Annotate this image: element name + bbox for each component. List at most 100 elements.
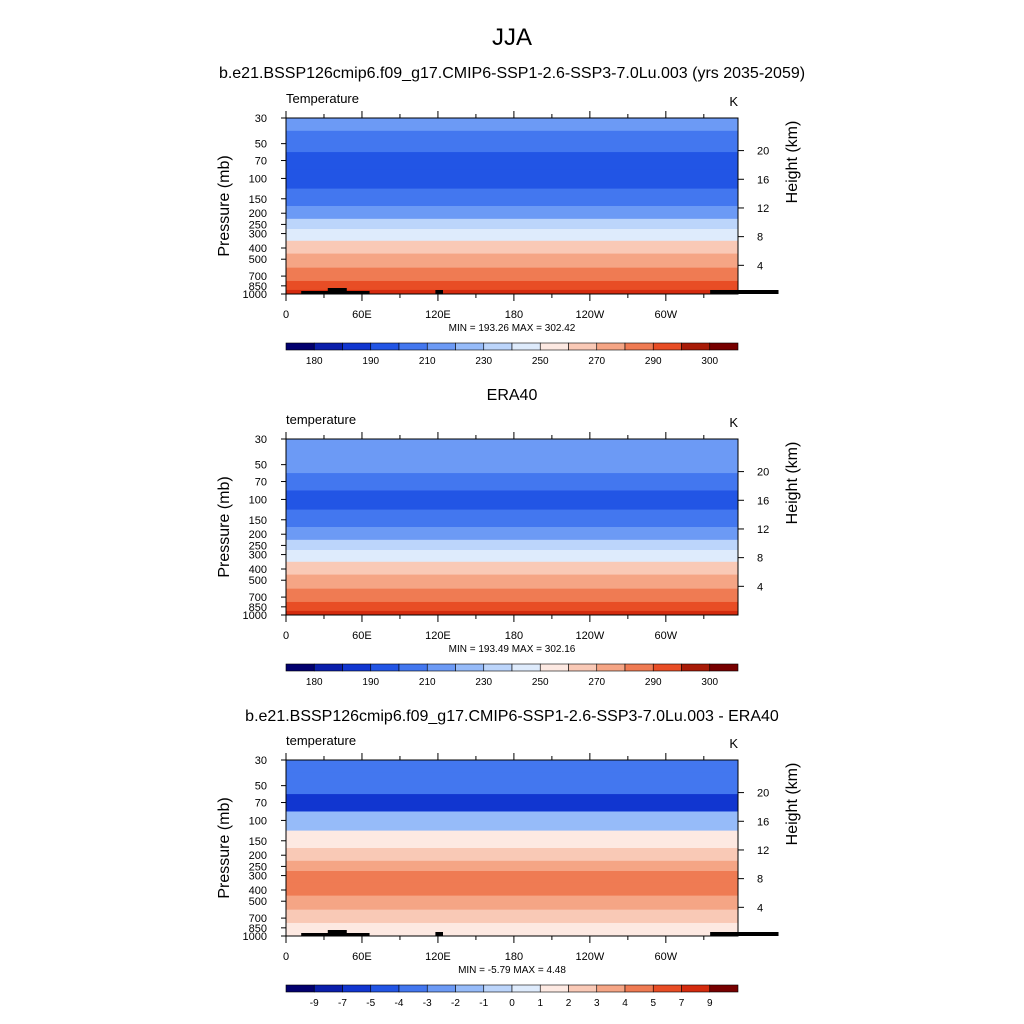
- pressure-tick-label: 30: [255, 434, 267, 446]
- x-tick-label: 120E: [425, 630, 451, 642]
- pressure-tick-label: 400: [249, 243, 267, 255]
- contour-band: [286, 909, 738, 924]
- colorbar-label: 190: [362, 677, 379, 688]
- colorbar-label: 290: [645, 356, 662, 367]
- colorbar-label: 230: [475, 677, 492, 688]
- colorbar-label: -2: [451, 998, 460, 1009]
- pressure-tick-label: 150: [249, 194, 267, 206]
- pressure-tick-label: 100: [249, 173, 267, 185]
- contour-band: [286, 848, 738, 862]
- contour-band: [286, 169, 738, 190]
- colorbar-label: 0: [509, 998, 515, 1009]
- topography-block: [301, 291, 332, 294]
- colorbar-label: 230: [475, 356, 492, 367]
- pressure-tick-label: 50: [255, 460, 267, 472]
- pressure-tick-label: 150: [249, 836, 267, 848]
- pressure-tick-label: 50: [255, 139, 267, 151]
- colorbar-box: [370, 984, 400, 993]
- topography-block: [435, 932, 443, 936]
- x-tick-label: 180: [505, 630, 523, 642]
- colorbar-label: -9: [310, 998, 319, 1009]
- pressure-tick-label: 300: [249, 229, 267, 241]
- contour-band: [286, 574, 738, 590]
- colorbar-label: 300: [701, 677, 718, 688]
- panel-units: K: [729, 736, 738, 751]
- pressure-tick-label: 70: [255, 156, 267, 168]
- panel-title: ERA40: [487, 387, 538, 404]
- colorbar-box: [511, 342, 541, 351]
- contour-band: [286, 760, 738, 774]
- colorbar-box: [624, 663, 654, 672]
- contour-band: [286, 794, 738, 812]
- pressure-tick-label: 30: [255, 113, 267, 125]
- topography-block: [301, 933, 332, 936]
- panel-1: Temperature K3050701001502002503004005007…: [216, 91, 801, 367]
- pressure-tick-label: 50: [255, 781, 267, 793]
- colorbar-box: [681, 984, 711, 993]
- pressure-tick-label: 70: [255, 477, 267, 489]
- x-tick-label: 60W: [655, 951, 678, 963]
- panel-stats: MIN = -5.79 MAX = 4.48: [458, 965, 566, 976]
- colorbar-box: [681, 663, 711, 672]
- contour-band: [286, 895, 738, 911]
- contour-band: [286, 860, 738, 872]
- x-tick-label: 0: [283, 951, 289, 963]
- topography-block: [327, 930, 347, 936]
- pressure-tick-label: 250: [249, 219, 267, 231]
- contour-band: [286, 289, 738, 295]
- topography-block: [435, 290, 443, 294]
- colorbar-box: [313, 984, 343, 993]
- height-tick-label: 20: [757, 467, 769, 479]
- colorbar-box: [370, 663, 400, 672]
- topography-block: [342, 291, 370, 294]
- contour-band: [286, 439, 738, 453]
- topography-block: [342, 933, 370, 936]
- pressure-tick-label: 400: [249, 885, 267, 897]
- colorbar-label: -1: [479, 998, 488, 1009]
- x-tick-label: 120E: [425, 951, 451, 963]
- contour-band: [286, 870, 738, 884]
- topography-block: [710, 290, 779, 294]
- colorbar-label: 5: [650, 998, 656, 1009]
- pressure-tick-label: 100: [249, 815, 267, 827]
- colorbar-box: [568, 663, 598, 672]
- plot-frame: [285, 117, 739, 295]
- y-axis-label-left: Pressure (mb): [216, 476, 233, 577]
- plot-frame: [285, 438, 739, 616]
- colorbar-label: -3: [423, 998, 432, 1009]
- pressure-tick-label: 850: [249, 923, 267, 935]
- pressure-tick-label: 100: [249, 494, 267, 506]
- x-tick-label: 60W: [655, 630, 678, 642]
- contour-band: [286, 882, 738, 897]
- colorbar-box: [596, 342, 626, 351]
- colorbar-box: [342, 342, 372, 351]
- colorbar-box: [652, 663, 682, 672]
- y-axis-label-right: Height (km): [784, 763, 801, 846]
- contour-band: [286, 539, 738, 551]
- x-tick-label: 0: [283, 309, 289, 321]
- colorbar-box: [596, 663, 626, 672]
- height-tick-label: 20: [757, 788, 769, 800]
- colorbar-label: 180: [306, 677, 323, 688]
- contour-band: [286, 280, 738, 291]
- contour-band: [286, 561, 738, 576]
- colorbar-label: 4: [622, 998, 628, 1009]
- panel-units: K: [729, 94, 738, 109]
- height-tick-label: 12: [757, 524, 769, 536]
- colorbar-box: [426, 984, 456, 993]
- colorbar: 180 190 210 230 250 270 290 300: [285, 663, 739, 688]
- panel-title: b.e21.BSSP126cmip6.f09_g17.CMIP6-SSP1-2.…: [245, 708, 779, 725]
- contour-band: [286, 527, 738, 541]
- plot-frame: [285, 759, 739, 937]
- colorbar-box: [426, 342, 456, 351]
- contour-band: [286, 228, 738, 242]
- colorbar-box: [370, 342, 400, 351]
- x-tick-label: 120W: [575, 630, 604, 642]
- pressure-tick-label: 400: [249, 564, 267, 576]
- panel-3: b.e21.BSSP126cmip6.f09_g17.CMIP6-SSP1-2.…: [216, 708, 801, 1009]
- height-tick-label: 4: [757, 902, 763, 914]
- contour-band: [286, 931, 738, 937]
- colorbar-label: 180: [306, 356, 323, 367]
- colorbar-box: [652, 984, 682, 993]
